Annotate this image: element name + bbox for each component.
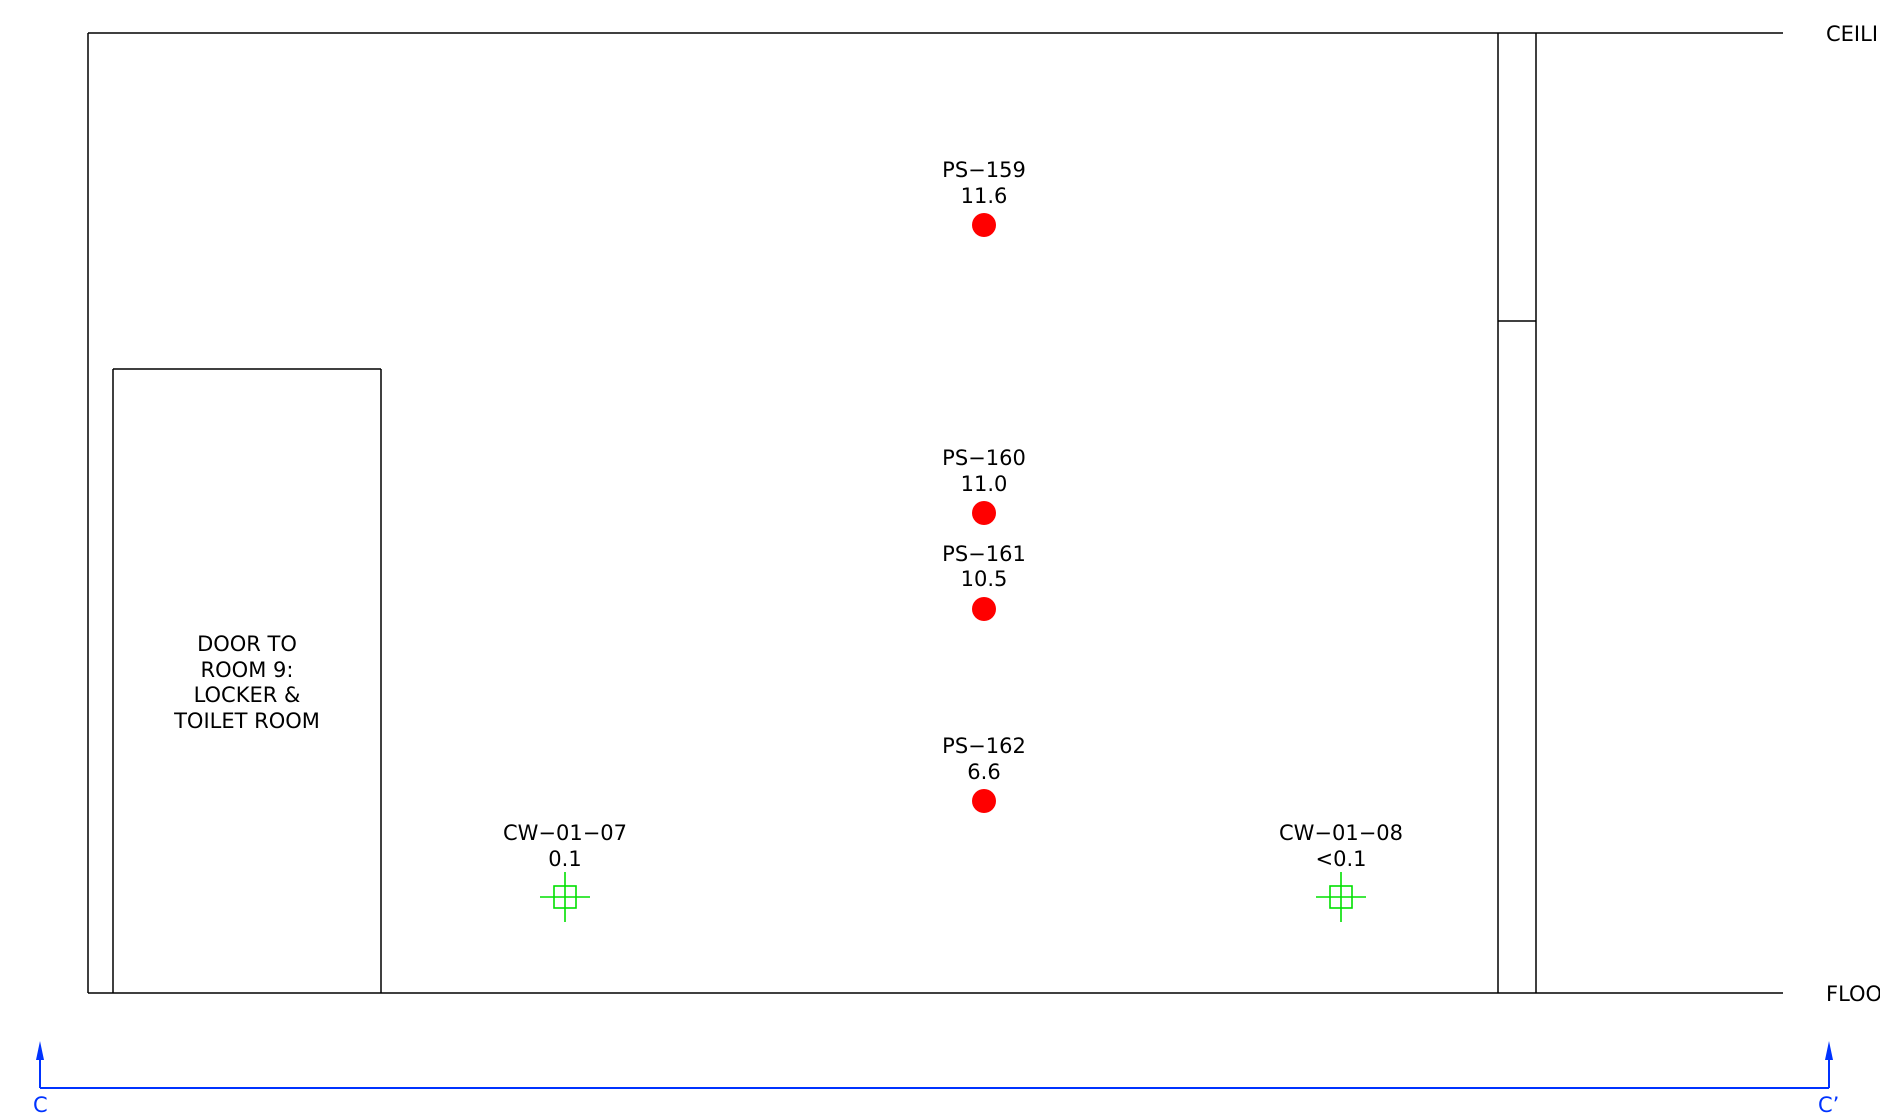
wall-column	[1497, 33, 1537, 993]
arrow-up-icon	[1825, 1041, 1833, 1060]
ceiling-label: CEILI	[1826, 22, 1878, 46]
section-marker: C C’	[33, 1041, 1839, 1114]
door-label-line-3: LOCKER &	[194, 683, 301, 707]
sample-ps-162: PS−162 6.6	[942, 734, 1026, 813]
sample-value: 11.6	[961, 184, 1008, 208]
red-dot-icon	[972, 789, 996, 813]
wipe-cw-01-07: CW−01−07 0.1	[503, 821, 627, 922]
wipe-id: CW−01−08	[1279, 821, 1403, 845]
red-dot-icon	[972, 501, 996, 525]
sample-id: PS−161	[942, 542, 1026, 566]
sample-id: PS−159	[942, 158, 1026, 182]
floor-label: FLOO	[1826, 982, 1880, 1006]
crosshair-square-icon	[540, 872, 590, 922]
wipe-cw-01-08: CW−01−08 <0.1	[1279, 821, 1403, 922]
section-start-label: C	[33, 1093, 48, 1114]
sample-value: 10.5	[961, 567, 1008, 591]
door-label-line-1: DOOR TO	[197, 632, 297, 656]
red-dot-icon	[972, 213, 996, 237]
sample-ps-160: PS−160 11.0	[942, 446, 1026, 525]
wipe-value: <0.1	[1316, 847, 1367, 871]
sample-value: 6.6	[967, 760, 1000, 784]
section-end-label: C’	[1818, 1093, 1839, 1114]
sample-value: 11.0	[961, 472, 1008, 496]
red-dot-icon	[972, 597, 996, 621]
wipe-id: CW−01−07	[503, 821, 627, 845]
sample-id: PS−160	[942, 446, 1026, 470]
door: DOOR TO ROOM 9: LOCKER & TOILET ROOM	[112, 368, 382, 993]
door-label-line-4: TOILET ROOM	[173, 709, 320, 733]
door-label-line-2: ROOM 9:	[201, 658, 294, 682]
crosshair-square-icon	[1316, 872, 1366, 922]
sample-ps-159: PS−159 11.6	[942, 158, 1026, 237]
sample-ps-161: PS−161 10.5	[942, 542, 1026, 621]
arrow-up-icon	[36, 1041, 44, 1060]
wipe-value: 0.1	[548, 847, 581, 871]
sample-id: PS−162	[942, 734, 1026, 758]
